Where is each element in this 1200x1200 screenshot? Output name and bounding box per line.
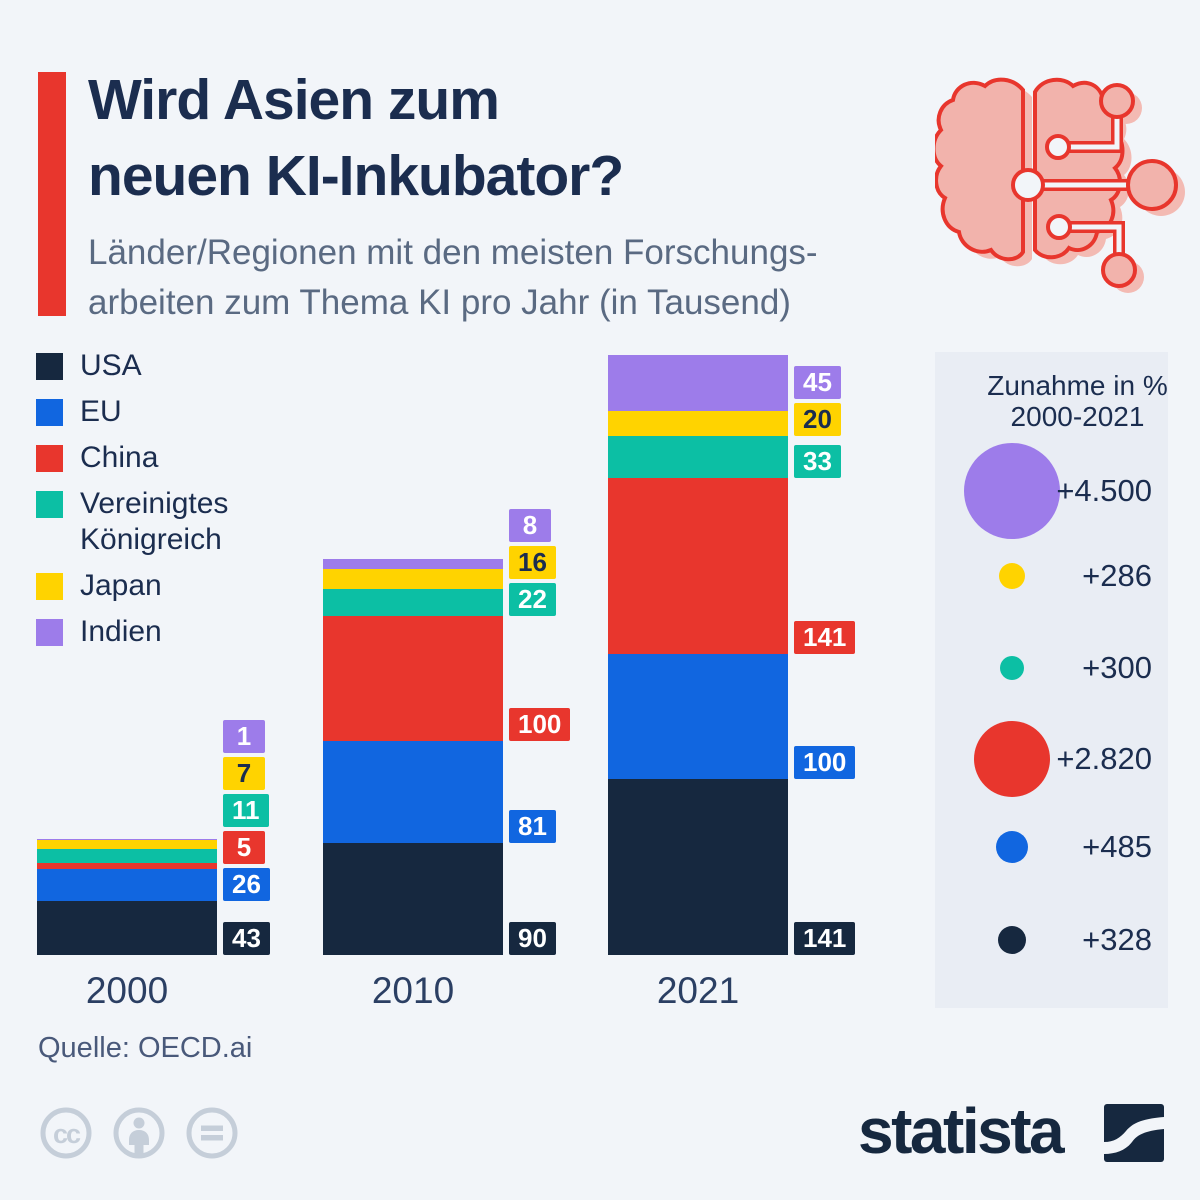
value-label-vereinigtes-k-nigreich-2021: 33 [794, 444, 841, 478]
bar-segment-usa-2010 [323, 842, 503, 955]
growth-bubble-eu [996, 831, 1028, 863]
legend-item-japan: Japan [36, 568, 305, 604]
growth-bubble-vereinigtes-k-nigreich [1000, 656, 1024, 680]
value-label-eu-2010: 81 [509, 809, 556, 843]
x-axis-label-2021: 2021 [656, 970, 740, 1011]
bar-segment-vereinigtes-k-nigreich-2000 [37, 848, 217, 863]
bar-segment-japan-2021 [608, 411, 788, 437]
bar-segment-vereinigtes-k-nigreich-2021 [608, 436, 788, 478]
bar-segment-vereinigtes-k-nigreich-2010 [323, 588, 503, 617]
growth-bubble-china [974, 721, 1050, 797]
bar-segment-japan-2010 [323, 568, 503, 589]
bar-segment-eu-2021 [608, 653, 788, 779]
legend-item-usa: USA [36, 348, 305, 384]
value-label-indien-2000: 1 [223, 720, 265, 754]
page-title: Wird Asien zum neuen KI-Inkubator? [88, 62, 624, 214]
legend-label-indien: Indien [80, 615, 162, 648]
growth-value-usa: +328 [1082, 922, 1152, 957]
bar-segment-usa-2021 [608, 778, 788, 955]
statista-wordmark: statista [858, 1095, 1065, 1167]
subtitle-line-1: Länder/Regionen mit den meisten Forschun… [88, 233, 818, 272]
growth-panel-title-line-1: Zunahme in % [987, 370, 1168, 401]
bar-segment-japan-2000 [37, 840, 217, 849]
title-accent-bar [38, 72, 66, 316]
legend-swatch-eu [36, 399, 63, 426]
cc-icon: cc [40, 1107, 92, 1159]
bar-segment-china-2021 [608, 477, 788, 654]
growth-bubble-usa [998, 926, 1026, 954]
legend-item-eu: EU [36, 394, 305, 430]
growth-panel-title: Zunahme in % 2000-2021 [935, 370, 1168, 432]
growth-value-japan: +286 [1082, 558, 1152, 593]
value-label-vereinigtes-k-nigreich-2010: 22 [509, 583, 556, 617]
legend-label-eu: EU [80, 395, 122, 428]
value-label-japan-2021: 20 [794, 403, 841, 437]
bar-segment-indien-2000 [37, 838, 217, 840]
growth-value-china: +2.820 [1056, 741, 1152, 776]
legend-label-vereinigtes-k-nigreich: Vereinigtes Königreich [80, 487, 229, 556]
legend-item-vereinigtes-k-nigreich: Vereinigtes Königreich [36, 486, 305, 558]
chart-legend: USA EU China Vereinigtes Königreich Japan Ind… [36, 348, 305, 660]
legend-item-indien: Indien [36, 614, 305, 650]
subtitle-line-2: arbeiten zum Thema KI pro Jahr (in Tause… [88, 283, 791, 322]
value-label-eu-2021: 100 [794, 745, 856, 779]
svg-text:cc: cc [53, 1119, 81, 1149]
title-line-1: Wird Asien zum [88, 68, 500, 132]
brain-circuit-icon [935, 77, 1185, 293]
bar-segment-eu-2000 [37, 868, 217, 902]
value-label-indien-2010: 8 [509, 509, 551, 543]
growth-value-indien: +4.500 [1056, 473, 1152, 508]
value-label-usa-2021: 141 [794, 922, 856, 955]
x-axis-label-2010: 2010 [371, 970, 455, 1011]
bar-segment-china-2000 [37, 862, 217, 869]
page-subtitle: Länder/Regionen mit den meisten Forschun… [88, 228, 818, 328]
value-label-usa-2010: 90 [509, 922, 556, 955]
legend-label-usa: USA [80, 349, 142, 382]
bar-segment-usa-2000 [37, 901, 217, 955]
attribution-person-icon [113, 1107, 165, 1159]
value-label-japan-2010: 16 [509, 546, 556, 580]
statista-wave-icon [1104, 1104, 1164, 1162]
value-label-japan-2000: 7 [223, 757, 265, 791]
legend-item-china: China [36, 440, 305, 476]
value-label-usa-2000: 43 [223, 922, 270, 955]
x-axis-label-2000: 2000 [85, 970, 169, 1011]
bar-segment-indien-2021 [608, 355, 788, 412]
growth-panel: Zunahme in % 2000-2021 +4.500 +286 +300 +2.… [935, 352, 1168, 1008]
value-label-indien-2021: 45 [794, 366, 841, 400]
value-label-china-2000: 5 [223, 831, 265, 865]
bar-segment-eu-2010 [323, 741, 503, 843]
growth-panel-title-line-2: 2000-2021 [1010, 401, 1145, 432]
legend-swatch-indien [36, 619, 63, 646]
legend-swatch-japan [36, 573, 63, 600]
value-label-china-2010: 100 [509, 708, 571, 742]
legend-swatch-china [36, 445, 63, 472]
value-label-china-2021: 141 [794, 620, 856, 654]
legend-label-china: China [80, 441, 159, 474]
source-text: Quelle: OECD.ai [38, 1032, 253, 1064]
legend-swatch-vereinigtes-k-nigreich [36, 491, 63, 518]
license-icons: cc [38, 1105, 240, 1161]
value-label-eu-2000: 26 [223, 868, 270, 902]
growth-value-eu: +485 [1082, 829, 1152, 864]
growth-value-vereinigtes-k-nigreich: +300 [1082, 650, 1152, 685]
equals-icon [186, 1107, 238, 1159]
bar-segment-china-2010 [323, 616, 503, 742]
growth-bubble-japan [999, 563, 1025, 589]
value-label-vereinigtes-k-nigreich-2000: 11 [223, 794, 269, 828]
title-line-2: neuen KI-Inkubator? [88, 144, 624, 208]
bar-segment-indien-2010 [323, 558, 503, 569]
legend-label-japan: Japan [80, 569, 162, 602]
legend-swatch-usa [36, 353, 63, 380]
growth-bubble-indien [964, 443, 1060, 539]
